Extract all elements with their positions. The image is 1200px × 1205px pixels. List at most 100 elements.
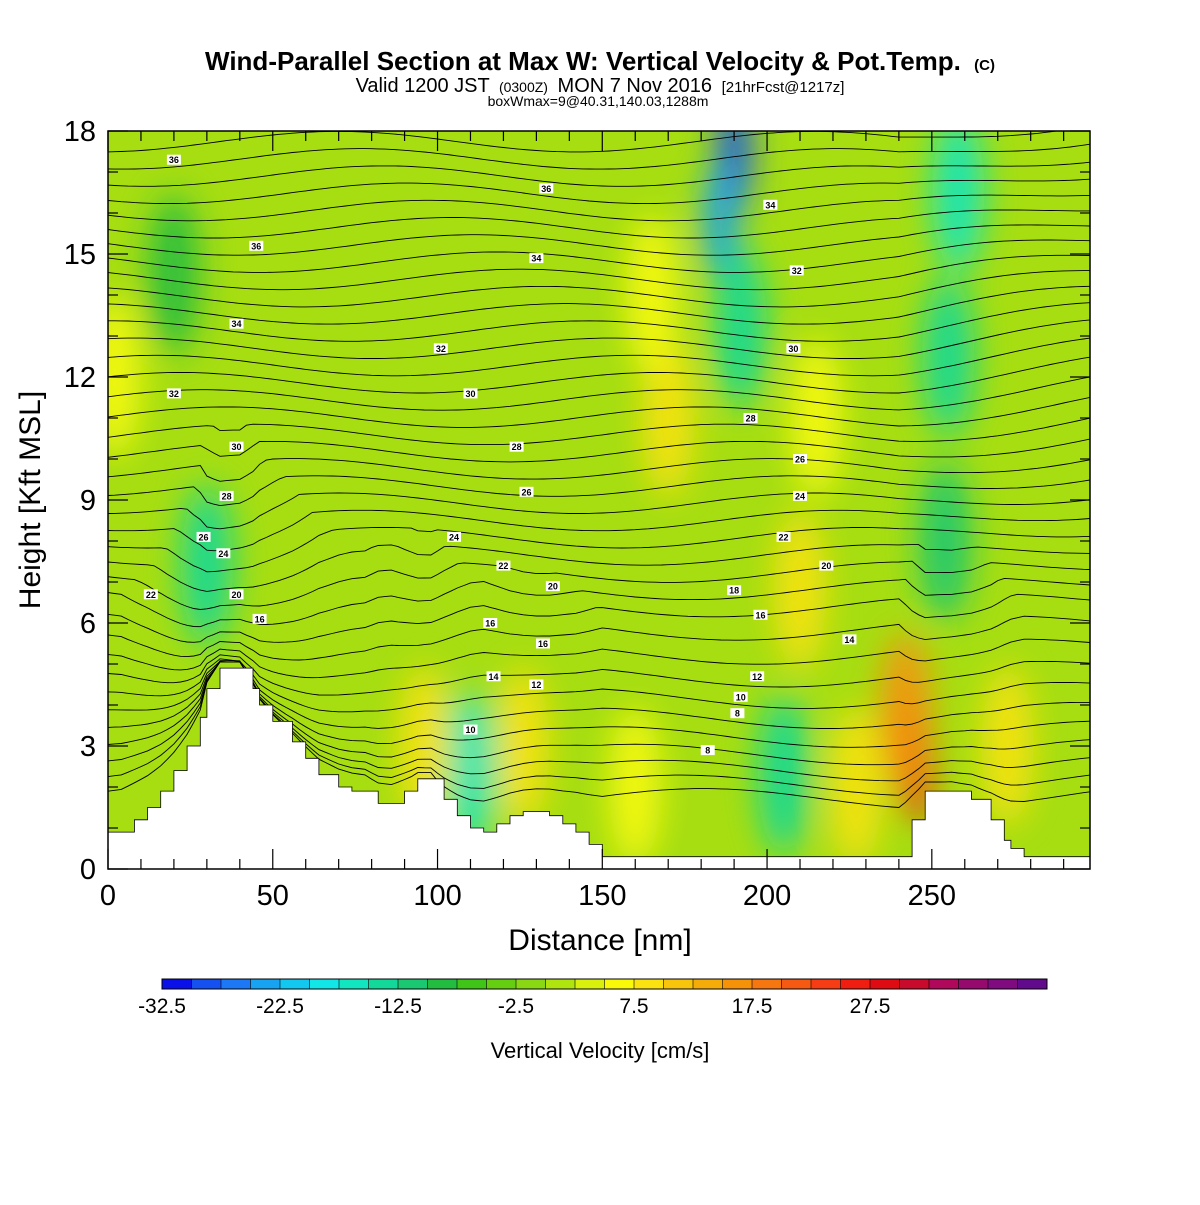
chart-title: Wind-Parallel Section at Max W: Vertical… — [205, 46, 961, 76]
y-tick-label: 0 — [80, 854, 96, 886]
contour-label-bg — [529, 679, 544, 690]
colorbar-swatch — [368, 979, 399, 989]
contour-label: 34 — [765, 200, 775, 210]
theta-contour-line — [108, 527, 1090, 573]
subtitle-box-wmax: boxWmax=9@40.31,140.03,1288m — [488, 93, 709, 109]
contour-label: 16 — [485, 619, 495, 629]
x-tick-label: 100 — [413, 880, 461, 912]
colorbar-label: Vertical Velocity [cm/s] — [491, 1038, 710, 1063]
velocity-feature — [147, 194, 200, 355]
x-tick-label: 200 — [743, 880, 791, 912]
contour-label: 8 — [705, 746, 710, 756]
colorbar-tick-label: 7.5 — [619, 995, 648, 1018]
theta-contours — [108, 131, 1090, 808]
contour-label: 22 — [498, 561, 508, 571]
colorbar-swatch — [1017, 979, 1048, 989]
theta-contour-line — [108, 143, 1090, 170]
contour-label-bg — [249, 240, 264, 251]
theta-contour-line — [108, 239, 1090, 273]
velocity-feature — [790, 338, 843, 498]
colorbar: -32.5 -22.5 -12.5 -2.5 7.5 17.5 27.5 — [138, 978, 1048, 1018]
contour-label-bg — [789, 265, 804, 276]
colorbar-swatch — [280, 979, 310, 989]
velocity-feature — [642, 338, 695, 498]
contour-label: 20 — [232, 590, 242, 600]
contour-label: 36 — [169, 155, 179, 165]
y-tick-label: 6 — [80, 608, 96, 640]
contour-label: 26 — [795, 455, 805, 465]
theta-contour-line — [108, 254, 1090, 291]
velocity-feature — [879, 633, 932, 794]
y-tick-label: 12 — [64, 362, 96, 394]
theta-contour-line — [108, 593, 1090, 643]
contour-label-bg — [216, 548, 231, 559]
contour-label-bg — [433, 343, 448, 354]
contour-label-bg — [483, 618, 498, 628]
theta-contour-line — [108, 661, 1090, 748]
theta-contour-line — [108, 615, 1090, 661]
colorbar-swatch — [811, 979, 841, 989]
theta-contour-line — [108, 458, 1090, 482]
chart-title-unit: (C) — [974, 57, 995, 74]
contour-label: 16 — [255, 614, 265, 624]
contour-label-bg — [793, 490, 808, 501]
theta-contour-line — [108, 302, 1090, 342]
contour-label-bg — [229, 441, 244, 452]
colorbar-swatch — [752, 979, 782, 989]
theta-contour-line — [108, 396, 1090, 428]
contour-label-bg — [166, 154, 181, 165]
colorbar-swatch — [988, 979, 1018, 989]
contour-label-bg — [539, 183, 554, 194]
theta-contour-line — [108, 131, 1060, 153]
contour-label: 32 — [436, 344, 446, 354]
contour-label: 28 — [746, 414, 756, 424]
contour-label-bg — [727, 585, 742, 596]
contour-label-bg — [545, 581, 560, 592]
contour-label: 14 — [489, 672, 499, 682]
colorbar-swatch — [575, 979, 605, 989]
contour-labels: 8 8 10 10 12 12 14 14 16 16 16 16 18 20 20 20 22 22 22 24 24… — [143, 154, 857, 756]
colorbar-swatch — [693, 979, 723, 989]
velocity-feature — [702, 161, 739, 282]
colorbar-tick-label: -12.5 — [374, 995, 422, 1018]
velocity-feature — [922, 276, 975, 437]
theta-contour-line — [108, 161, 1090, 187]
contour-label-bg — [786, 343, 801, 354]
contour-label: 30 — [788, 344, 798, 354]
contour-label-bg — [486, 671, 501, 682]
contour-label-bg — [463, 388, 478, 399]
colorbar-tick-label: 27.5 — [850, 995, 891, 1018]
vertical-velocity-field — [108, 131, 1034, 867]
colorbar-swatch — [427, 979, 458, 989]
contour-label: 22 — [779, 532, 789, 542]
contour-label: 24 — [795, 491, 805, 501]
theta-contour-line — [108, 417, 1090, 446]
colorbar-swatch — [457, 979, 487, 989]
theta-contour-line — [108, 270, 1090, 308]
subtitle-utc: (0300Z) — [499, 79, 548, 95]
contour-label: 14 — [844, 635, 854, 645]
colorbar-swatch — [398, 979, 428, 989]
theta-contour-line — [108, 577, 1090, 628]
theta-contour-line — [108, 319, 1090, 359]
theta-contour-line — [108, 638, 1090, 679]
theta-contour-line — [108, 285, 1090, 325]
contour-label-bg — [463, 724, 478, 735]
contour-label: 8 — [735, 709, 740, 719]
contour-label-bg — [763, 199, 778, 210]
contour-label-bg — [229, 589, 244, 600]
contour-label-bg — [529, 253, 544, 264]
colorbar-swatch — [929, 979, 959, 989]
y-axis-label: Height [Kft MSL] — [14, 391, 47, 609]
contour-label: 26 — [521, 487, 531, 497]
colorbar-swatch — [634, 979, 664, 989]
contour-label: 36 — [541, 184, 551, 194]
velocity-feature — [757, 694, 810, 855]
velocity-feature — [919, 461, 972, 621]
y-tick-label: 18 — [64, 116, 96, 148]
colorbar-swatch — [516, 979, 546, 989]
contour-label: 26 — [199, 532, 209, 542]
colorbar-swatch — [958, 979, 989, 989]
theta-contour-line — [108, 658, 1090, 713]
